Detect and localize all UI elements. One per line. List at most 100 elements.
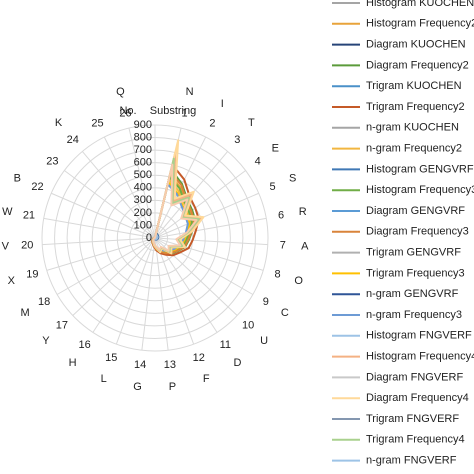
axis-label: No.	[119, 105, 136, 117]
series-line	[152, 163, 198, 252]
legend-label: Diagram KUOCHEN	[366, 39, 466, 51]
legend-label: Trigram FNGVERF	[366, 413, 459, 425]
category-label: 8	[275, 269, 281, 281]
spoke	[128, 127, 156, 239]
legend-label: Diagram Frequency2	[366, 59, 469, 71]
spoke	[154, 217, 267, 239]
r-tick-label: 800	[134, 131, 152, 143]
category-label: 1	[181, 107, 187, 119]
r-tick-label: 0	[146, 232, 152, 244]
r-tick-label: 300	[134, 194, 152, 206]
spoke	[154, 170, 246, 239]
r-tick-label: 400	[134, 182, 152, 194]
category-letter: U	[260, 335, 268, 347]
spoke	[72, 237, 156, 316]
category-letter: H	[69, 357, 77, 369]
r-tick-label: 100	[134, 219, 152, 231]
legend-label: Trigram Frequency2	[366, 101, 465, 113]
category-letter: V	[2, 241, 10, 253]
category-label: 22	[31, 181, 43, 193]
spoke	[115, 237, 156, 345]
category-label: 5	[269, 181, 275, 193]
category-label: 9	[263, 296, 269, 308]
category-label: 25	[91, 118, 103, 130]
legend-label: n-gram Frequency3	[366, 309, 462, 321]
category-letter: M	[21, 307, 30, 319]
legend-label: Trigram Frequency3	[366, 267, 465, 279]
category-label: 10	[242, 320, 254, 332]
category-letter: D	[233, 357, 241, 369]
category-label: 2	[209, 118, 215, 130]
r-tick-label: 200	[134, 207, 152, 219]
category-letter: P	[169, 381, 176, 393]
legend-label: Histogram Frequency3	[366, 184, 474, 196]
category-letter: Y	[42, 335, 50, 347]
legend-label: Histogram Frequency2	[366, 18, 474, 30]
spoke	[103, 136, 156, 239]
legend-label: Histogram Frequency4	[366, 351, 474, 363]
category-letter: Q	[116, 86, 125, 98]
category-label: 6	[278, 210, 284, 222]
category-label: 24	[67, 134, 79, 146]
category-letter: K	[55, 117, 63, 129]
legend-label: n-gram KUOCHEN	[366, 122, 459, 134]
category-label: 19	[26, 269, 38, 281]
category-label: 15	[105, 352, 117, 364]
legend-label: Trigram GENGVRF	[366, 247, 461, 259]
spoke	[92, 237, 156, 333]
category-letter: B	[14, 172, 21, 184]
category-label: 26	[119, 107, 131, 119]
spoke	[154, 237, 169, 351]
category-label: 4	[255, 155, 261, 167]
category-letter: A	[301, 241, 309, 253]
spoke	[154, 237, 268, 246]
category-label: 17	[56, 320, 68, 332]
legend-label: Diagram Frequency4	[366, 392, 469, 404]
category-letter: T	[248, 117, 255, 129]
legend-label: Trigram Frequency4	[366, 434, 465, 446]
category-letter: F	[203, 373, 210, 385]
category-label: 16	[79, 339, 91, 351]
legend-label: Diagram Frequency3	[366, 226, 469, 238]
legend-label: Diagram GENGVRF	[366, 205, 465, 217]
r-tick-label: 500	[134, 169, 152, 181]
r-tick-label: 900	[134, 119, 152, 131]
legend-label: n-gram GENGVRF	[366, 288, 459, 300]
category-label: 23	[46, 155, 58, 167]
legend: Histogram KUOCHEN Histogram Frequency2 Dia…	[332, 0, 474, 467]
legend-label: Histogram KUOCHEN	[366, 0, 474, 9]
category-letter: X	[8, 275, 16, 287]
spoke	[81, 151, 156, 239]
category-label: 14	[134, 359, 146, 371]
legend-label: Histogram GENGVRF	[366, 163, 474, 175]
spoke	[42, 237, 156, 246]
spoke	[51, 192, 156, 239]
plot-area	[151, 139, 205, 257]
spoke	[46, 237, 156, 271]
category-letter: I	[221, 98, 224, 110]
category-letter: L	[101, 373, 107, 385]
category-label: 11	[220, 339, 231, 351]
category-letter: R	[299, 206, 307, 218]
category-label: 18	[38, 296, 50, 308]
spoke	[43, 217, 156, 239]
category-letter: W	[2, 206, 13, 218]
category-letter: N	[186, 86, 194, 98]
spoke	[56, 237, 156, 295]
category-label: 21	[23, 210, 35, 222]
category-label: 13	[164, 359, 176, 371]
spoke	[154, 237, 195, 345]
category-letter: G	[133, 381, 142, 393]
category-label: 7	[280, 239, 286, 251]
r-tick-label: 600	[134, 157, 152, 169]
category-label: 3	[234, 134, 240, 146]
category-letter: S	[289, 172, 296, 184]
category-label: 20	[21, 239, 33, 251]
legend-label: Diagram FNGVERF	[366, 371, 463, 383]
category-letter: E	[272, 142, 279, 154]
category-letter: C	[281, 307, 289, 319]
legend-label: Histogram FNGVERF	[366, 330, 472, 342]
axis-label: Substring	[150, 105, 196, 117]
category-letter: O	[294, 275, 303, 287]
